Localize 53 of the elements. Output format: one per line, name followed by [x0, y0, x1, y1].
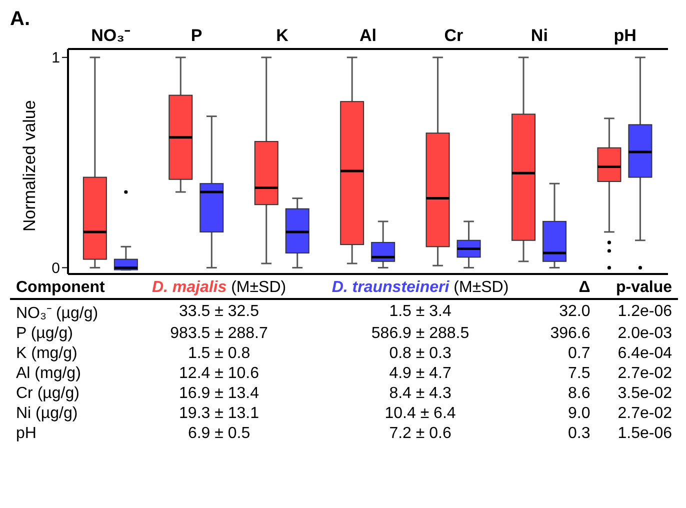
text: NO₃⁻ (µg/g)	[15, 304, 100, 324]
text: 10.4 ± 6.4	[384, 404, 457, 424]
x-tick-label: Al	[360, 26, 376, 45]
text: 8.6	[566, 384, 592, 404]
text: 12.4 ± 10.6	[178, 364, 260, 384]
text: P (µg/g)	[15, 324, 74, 344]
x-tick-label: P	[190, 26, 202, 45]
x-tick-label: Cr	[444, 26, 464, 45]
y-axis-title: Normalized value	[20, 100, 40, 232]
text: 19.3 ± 13.1	[178, 404, 260, 424]
text: 3.5e-02	[616, 384, 673, 404]
text: 1.5 ± 0.8	[186, 344, 252, 364]
text: 0.3	[566, 424, 592, 444]
text: 6.4e-04	[616, 344, 673, 364]
x-tick-label: Ni	[530, 26, 548, 45]
x-tick-label: K	[276, 26, 290, 45]
text: Ni (µg/g)	[15, 404, 79, 424]
text: 1.5 ± 3.4	[388, 302, 452, 322]
series-label: D. traunsteineri	[332, 279, 450, 296]
text: Δ	[578, 279, 590, 296]
text: pH	[15, 424, 38, 444]
y-tick-label: 0	[52, 260, 60, 278]
text: 2.7e-02	[616, 404, 673, 424]
text: 4.9 ± 4.7	[388, 364, 452, 384]
text: 983.5 ± 288.7	[169, 324, 269, 344]
text: (M±SD)	[231, 279, 286, 296]
x-tick-label: NO₃⁻	[91, 26, 131, 45]
text: 7.2 ± 0.6	[388, 424, 452, 444]
text: 7.5	[566, 364, 592, 384]
text: Cr (µg/g)	[15, 384, 80, 404]
text: 2.0e-03	[616, 324, 673, 344]
y-tick-label: 1	[52, 50, 60, 67]
text: (M±SD)	[454, 279, 509, 296]
text: 0.7	[566, 344, 592, 364]
chart-title: A.	[10, 8, 30, 31]
text: K (mg/g)	[15, 344, 78, 364]
text: 32.0	[558, 302, 592, 322]
text: 1.2e-06	[616, 302, 673, 322]
text: 6.9 ± 0.5	[186, 424, 252, 444]
text: 33.5 ± 32.5	[178, 302, 260, 322]
text: 396.6	[549, 324, 592, 344]
text: 2.7e-02	[616, 364, 673, 384]
text: 1.5e-06	[616, 424, 673, 444]
text: 0.8 ± 0.3	[388, 344, 452, 364]
x-tick-label: pH	[614, 26, 636, 45]
text: Al (mg/g)	[15, 364, 82, 384]
text: 16.9 ± 13.4	[178, 384, 260, 404]
text: 8.4 ± 4.3	[388, 384, 452, 404]
text: D. majalis	[152, 279, 227, 296]
text: p-value	[616, 279, 672, 296]
text: Component	[16, 279, 105, 296]
text: 9.0	[566, 404, 592, 424]
text: 586.9 ± 288.5	[370, 324, 470, 344]
